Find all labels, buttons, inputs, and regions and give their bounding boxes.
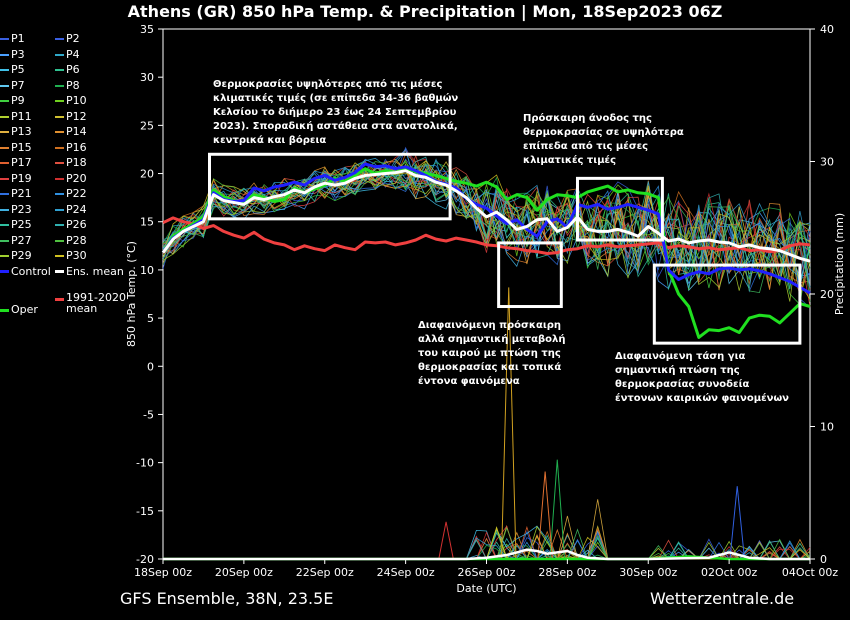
legend-item-p14: P14	[55, 125, 87, 138]
legend-item-p27: P27	[0, 234, 32, 247]
x-tick-label: 22Sep 00z	[296, 566, 354, 579]
chart-title: Athens (GR) 850 hPa Temp. & Precipitatio…	[127, 2, 723, 21]
y-tick-label: -20	[136, 553, 154, 566]
legend-item-ens-mean: Ens. mean	[55, 265, 124, 278]
y-tick-label: 0	[147, 360, 154, 373]
y2-axis-label: Precipitation (mm)	[833, 213, 846, 315]
legend-item-p3: P3	[0, 48, 25, 61]
legend-item-p11: P11	[0, 110, 32, 123]
member-line-p17	[162, 168, 811, 284]
legend-item-oper: Oper	[0, 303, 38, 316]
highlight-box-2	[497, 241, 563, 309]
y2-tick-label: 10	[820, 421, 834, 434]
footer-site: Wetterzentrale.de	[650, 589, 795, 608]
x-tick-label: 20Sep 00z	[215, 566, 273, 579]
legend-item-p23: P23	[0, 203, 32, 216]
legend-item-p30: P30	[55, 249, 87, 262]
member-line-p28	[162, 161, 811, 264]
y2-tick-label: 30	[820, 156, 834, 169]
y-tick-label: 10	[140, 264, 154, 277]
footer-source: GFS Ensemble, 38N, 23.5E	[120, 589, 334, 608]
x-tick-label: 28Sep 00z	[538, 566, 596, 579]
precip-spike-3	[729, 486, 745, 560]
legend-item-p15: P15	[0, 141, 32, 154]
legend-item-p7: P7	[0, 79, 25, 92]
legend-item-p29: P29	[0, 249, 32, 262]
y-tick-label: -10	[136, 457, 154, 470]
series-1991-2020-mean	[162, 216, 811, 255]
y-tick-label: 35	[140, 23, 154, 36]
annotation-temporary-rise: Πρόσκαιρη άνοδος της θερμοκρασίας σε υψη…	[523, 113, 684, 166]
series-ens-mean	[161, 169, 811, 263]
annotation-significant-drop: Διαφαινόμενη τάση για σημαντική πτώση τη…	[615, 351, 789, 404]
x-tick-label: 02Oct 00z	[701, 566, 758, 579]
member-line-p26	[162, 156, 811, 288]
legend-item-p21: P21	[0, 187, 32, 200]
annotation-heatwave: Θερμοκρασίες υψηλότερες από τις μέσες κλ…	[213, 79, 459, 146]
legend-item-p17: P17	[0, 156, 32, 169]
legend-item-p13: P13	[0, 125, 32, 138]
precip-spike-1	[549, 459, 566, 560]
y2-tick-label: 0	[820, 553, 827, 566]
y-tick-label: 25	[140, 119, 154, 132]
legend-item-p20: P20	[55, 172, 87, 185]
x-tick-label: 18Sep 00z	[134, 566, 192, 579]
y-tick-label: -5	[143, 408, 154, 421]
y-tick-label: 20	[140, 168, 154, 181]
legend-item-p4: P4	[55, 48, 80, 61]
legend-item-p8: P8	[55, 79, 80, 92]
legend-item-p16: P16	[55, 141, 87, 154]
y2-tick-label: 20	[820, 288, 834, 301]
legend-item-p24: P24	[55, 203, 87, 216]
highlight-box-1	[208, 152, 452, 221]
series-control	[161, 162, 811, 295]
y-tick-label: 5	[147, 312, 154, 325]
y-tick-label: 15	[140, 216, 154, 229]
legend-item-p19: P19	[0, 172, 32, 185]
x-tick-label: 24Sep 00z	[377, 566, 435, 579]
legend-item-1991-2020-mean: 1991-2020 mean	[55, 292, 126, 314]
legend-item-p6: P6	[55, 63, 80, 76]
series-oper	[161, 166, 811, 339]
legend-item-p9: P9	[0, 94, 25, 107]
highlight-box-3	[575, 176, 664, 242]
y-tick-label: -15	[136, 505, 154, 518]
x-tick-label: 04Oct 00z	[782, 566, 839, 579]
legend-item-p5: P5	[0, 63, 25, 76]
highlight-box-4	[652, 263, 802, 345]
member-precip-p13	[163, 499, 811, 560]
member-line-p20	[162, 150, 811, 281]
series-ens-mean-precip	[163, 548, 810, 561]
annotation-temporary-change: Διαφαινόμενη πρόσκαιρη αλλά σημαντική με…	[418, 320, 566, 387]
x-tick-label: 26Sep 00z	[458, 566, 516, 579]
legend-item-p10: P10	[55, 94, 87, 107]
legend-item-p22: P22	[55, 187, 87, 200]
precip-spike-2	[537, 471, 553, 560]
legend-item-p1: P1	[0, 32, 25, 45]
legend-item-p25: P25	[0, 218, 32, 231]
y2-tick-label: 40	[820, 23, 834, 36]
legend-item-control: Control	[0, 265, 51, 278]
legend-item-p28: P28	[55, 234, 87, 247]
x-tick-label: 30Sep 00z	[619, 566, 677, 579]
x-axis-label: Date (UTC)	[456, 582, 516, 595]
precip-spike-4	[438, 521, 454, 560]
precip-spike-0	[500, 287, 517, 560]
y-axis-label: 850 hPa Temp. (°C)	[125, 241, 138, 347]
legend-item-p2: P2	[55, 32, 80, 45]
legend-item-p12: P12	[55, 110, 87, 123]
legend-item-p26: P26	[55, 218, 87, 231]
y-tick-label: 30	[140, 71, 154, 84]
legend-item-p18: P18	[55, 156, 87, 169]
